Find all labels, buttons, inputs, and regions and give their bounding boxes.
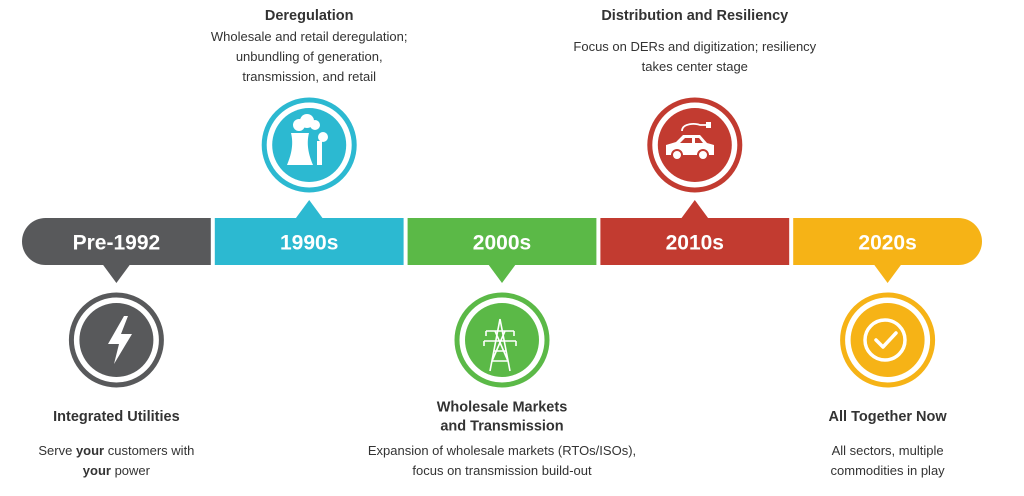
pointer	[295, 200, 324, 219]
segment-label: Pre-1992	[73, 232, 161, 255]
segment	[214, 218, 404, 265]
milestone-title: Integrated Utilities	[53, 409, 180, 425]
pointer	[488, 264, 516, 283]
tower-icon	[483, 318, 517, 372]
milestone-description: focus on transmission build-out	[412, 463, 592, 478]
segment	[21, 218, 211, 265]
icon-ring	[68, 292, 164, 388]
milestone-title: All Together Now	[829, 409, 948, 425]
segment	[600, 218, 790, 265]
segment-label: 1990s	[280, 232, 338, 255]
check-icon	[863, 318, 907, 362]
milestone-description: transmission, and retail	[242, 69, 376, 84]
milestone-description: unbundling of generation,	[236, 49, 383, 64]
icon-ring	[840, 292, 936, 388]
milestone-title: Deregulation	[265, 8, 354, 24]
milestone-description: takes center stage	[642, 59, 748, 74]
bold-text: your	[83, 463, 111, 478]
icon-ring	[454, 292, 550, 388]
icons	[108, 114, 907, 372]
milestone-description: All sectors, multiple	[832, 443, 944, 458]
plant-icon	[287, 114, 328, 165]
icon-circle	[465, 303, 539, 377]
pointer	[102, 264, 131, 283]
segment	[793, 218, 982, 265]
segment-label: 2000s	[473, 232, 531, 255]
icon-ring	[647, 97, 743, 193]
pointer	[873, 264, 902, 283]
milestone-description: commodities in play	[831, 463, 946, 478]
segment	[407, 218, 597, 265]
milestone-title: Wholesale Markets	[437, 400, 568, 416]
text-run: customers with	[104, 443, 194, 458]
car-icon	[666, 122, 714, 161]
segment-label: 2020s	[858, 232, 916, 255]
text-run: power	[111, 463, 151, 478]
milestone-title: Distribution and Resiliency	[601, 8, 788, 24]
milestone-description: your power	[83, 463, 151, 478]
milestone-title: and Transmission	[440, 419, 563, 435]
lightning-icon	[108, 316, 132, 364]
icon-ring	[261, 97, 357, 193]
milestone-description: Expansion of wholesale markets (RTOs/ISO…	[368, 443, 636, 458]
milestone-description: Serve your customers with	[38, 443, 194, 458]
shapes	[21, 97, 982, 388]
bold-text: your	[76, 443, 104, 458]
pointer	[680, 200, 709, 219]
milestone-description: Wholesale and retail deregulation;	[211, 29, 408, 44]
segment-label: 2010s	[666, 232, 724, 255]
milestone-description: Focus on DERs and digitization; resilien…	[573, 39, 816, 54]
text-run: Serve	[38, 443, 76, 458]
